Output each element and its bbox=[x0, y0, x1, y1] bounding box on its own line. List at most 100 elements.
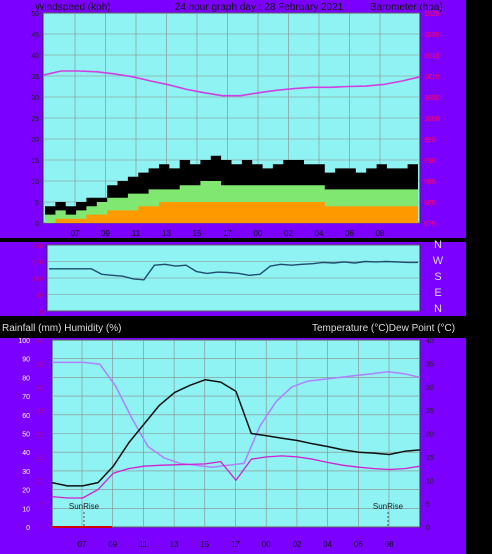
temperature-y-tick-label: 15 bbox=[426, 455, 434, 462]
wind-x-tick-label: 02 bbox=[284, 229, 293, 238]
rainfall-y-tick-label: 0 bbox=[41, 526, 45, 532]
direction-y-tick-label: 360 bbox=[33, 244, 44, 250]
humidity-y-tick-label: 100 bbox=[18, 338, 30, 345]
temperature-y-ticks: 0 5 10 15 20 25 30 35 40 bbox=[426, 338, 434, 532]
direction-grid bbox=[47, 244, 420, 312]
barometer-y-tick-label: 1020 bbox=[424, 32, 440, 39]
sunrise-markers: SunRise SunRise bbox=[69, 502, 404, 527]
rainfall-y-tick-label: 40 bbox=[37, 339, 44, 345]
wind-x-tick-label: 13 bbox=[162, 229, 171, 238]
wind-y-tick-label: 30 bbox=[31, 95, 39, 102]
barometer-y-tick-label: 1010 bbox=[424, 74, 440, 81]
direction-y-tick-label: 0 bbox=[40, 310, 44, 316]
wind-x-tick-label: 04 bbox=[315, 229, 324, 238]
wind-y-ticks: 0 5 10 15 20 25 30 35 40 45 50 bbox=[31, 11, 39, 228]
wind-y-tick-label: 40 bbox=[31, 53, 39, 60]
temp-x-tick-label: 09 bbox=[108, 540, 117, 549]
humidity-y-tick-label: 40 bbox=[22, 450, 30, 457]
barometer-line bbox=[42, 70, 421, 97]
wind-direction-line bbox=[49, 260, 418, 281]
wind-series-layer bbox=[42, 70, 421, 223]
wind-x-tick-label: 07 bbox=[71, 229, 80, 238]
graph-date-title: 24 hour graph day : 28 February 2021 bbox=[175, 2, 344, 13]
humidity-y-ticks: 0 10 20 30 40 50 60 70 80 90 100 0 5 10 15 20 25 30 35 40 bbox=[18, 338, 44, 532]
right-gutter bbox=[466, 0, 492, 554]
barometer-y-tick-label: 1015 bbox=[424, 53, 440, 60]
wind-y-tick-label: 0 bbox=[35, 221, 39, 228]
dewpoint-line bbox=[51, 455, 421, 499]
temperature-y-tick-label: 5 bbox=[426, 502, 430, 509]
barometer-y-tick-label: 985 bbox=[424, 179, 436, 186]
rain-humidity-axis-title: Rainfall (mm) Humidity (%) bbox=[2, 323, 121, 334]
wind-x-tick-label: 11 bbox=[132, 229, 141, 238]
rainfall-y-tick-label: 25 bbox=[37, 409, 44, 415]
rainfall-y-tick-label: 30 bbox=[37, 386, 44, 392]
rainfall-y-tick-label: 15 bbox=[37, 456, 44, 462]
sunrise-label: SunRise bbox=[373, 502, 404, 511]
humidity-line bbox=[52, 361, 421, 468]
temperature-line bbox=[51, 378, 421, 487]
direction-series-layer bbox=[49, 260, 418, 281]
wind-axis-title: Windspeed (kph) bbox=[35, 2, 111, 13]
temp-x-tick-label: 06 bbox=[354, 540, 363, 549]
barometer-axis-title: Barometer (hpa) bbox=[370, 2, 443, 13]
wind-y-tick-label: 20 bbox=[31, 137, 39, 144]
humidity-y-tick-label: 60 bbox=[22, 413, 30, 420]
direction-y-tick-label: 180 bbox=[33, 277, 44, 283]
temp-x-tick-label: 13 bbox=[170, 540, 179, 549]
temperature-y-tick-label: 0 bbox=[426, 525, 430, 532]
sunrise-label: SunRise bbox=[69, 502, 100, 511]
barometer-y-tick-label: 1025 bbox=[424, 11, 440, 18]
wind-x-tick-label: 08 bbox=[376, 229, 385, 238]
rainfall-y-tick-label: 20 bbox=[37, 433, 44, 439]
temp-series-layer bbox=[51, 361, 421, 528]
wind-x-tick-label: 06 bbox=[345, 229, 354, 238]
humidity-y-tick-label: 90 bbox=[22, 357, 30, 364]
wind-y-tick-label: 10 bbox=[31, 179, 39, 186]
wind-x-tick-label: 09 bbox=[101, 229, 110, 238]
wind-x-tick-label: 00 bbox=[254, 229, 263, 238]
compass-label-s: S bbox=[434, 271, 441, 283]
temp-x-tick-label: 07 bbox=[78, 540, 87, 549]
temp-x-tick-label: 04 bbox=[323, 540, 332, 549]
temperature-y-tick-label: 40 bbox=[426, 338, 434, 345]
temperature-y-tick-label: 30 bbox=[426, 385, 434, 392]
direction-y-tick-label: 90 bbox=[36, 294, 43, 300]
wind-y-tick-label: 50 bbox=[31, 11, 39, 18]
humidity-y-tick-label: 10 bbox=[22, 506, 30, 513]
wind-x-tick-label: 15 bbox=[193, 229, 202, 238]
panel-divider-1 bbox=[0, 238, 466, 242]
wind-y-tick-label: 5 bbox=[35, 200, 39, 207]
humidity-y-tick-label: 0 bbox=[26, 525, 30, 532]
wind-x-tick-label: 17 bbox=[223, 229, 232, 238]
wind-y-tick-label: 35 bbox=[31, 74, 39, 81]
temp-x-tick-label: 00 bbox=[262, 540, 271, 549]
rainfall-y-tick-label: 35 bbox=[37, 362, 44, 368]
temp-x-tick-label: 17 bbox=[231, 540, 240, 549]
temp-x-tick-label: 08 bbox=[385, 540, 394, 549]
compass-label-e: E bbox=[434, 287, 441, 299]
rainfall-y-tick-label: 10 bbox=[37, 479, 44, 485]
panel-divider-2 bbox=[0, 316, 466, 338]
direction-y-tick-label: 270 bbox=[33, 261, 44, 267]
barometer-y-tick-label: 975 bbox=[424, 221, 436, 228]
barometer-y-tick-label: 995 bbox=[424, 137, 436, 144]
temp-x-tick-label: 11 bbox=[139, 540, 148, 549]
compass-label-w: W bbox=[433, 255, 444, 267]
temp-x-tick-label: 02 bbox=[292, 540, 301, 549]
barometer-y-ticks: 975 980 985 990 995 1000 1005 1010 1015 1020 1025 bbox=[424, 11, 440, 228]
humidity-y-tick-label: 50 bbox=[22, 432, 30, 439]
temperature-y-tick-label: 20 bbox=[426, 432, 434, 439]
temperature-y-tick-label: 35 bbox=[426, 361, 434, 368]
barometer-y-tick-label: 990 bbox=[424, 158, 436, 165]
humidity-y-tick-label: 70 bbox=[22, 394, 30, 401]
wind-low-area bbox=[45, 202, 418, 223]
temperature-y-tick-label: 25 bbox=[426, 408, 434, 415]
temp-x-ticks: 07 09 11 13 15 17 00 02 04 06 08 bbox=[78, 540, 394, 549]
temp-dew-axis-title: Temperature (°C)Dew Point (°C) bbox=[312, 323, 455, 334]
rainfall-y-tick-label: 5 bbox=[41, 503, 45, 509]
barometer-y-tick-label: 1005 bbox=[424, 95, 440, 102]
wind-y-tick-label: 25 bbox=[31, 116, 39, 123]
